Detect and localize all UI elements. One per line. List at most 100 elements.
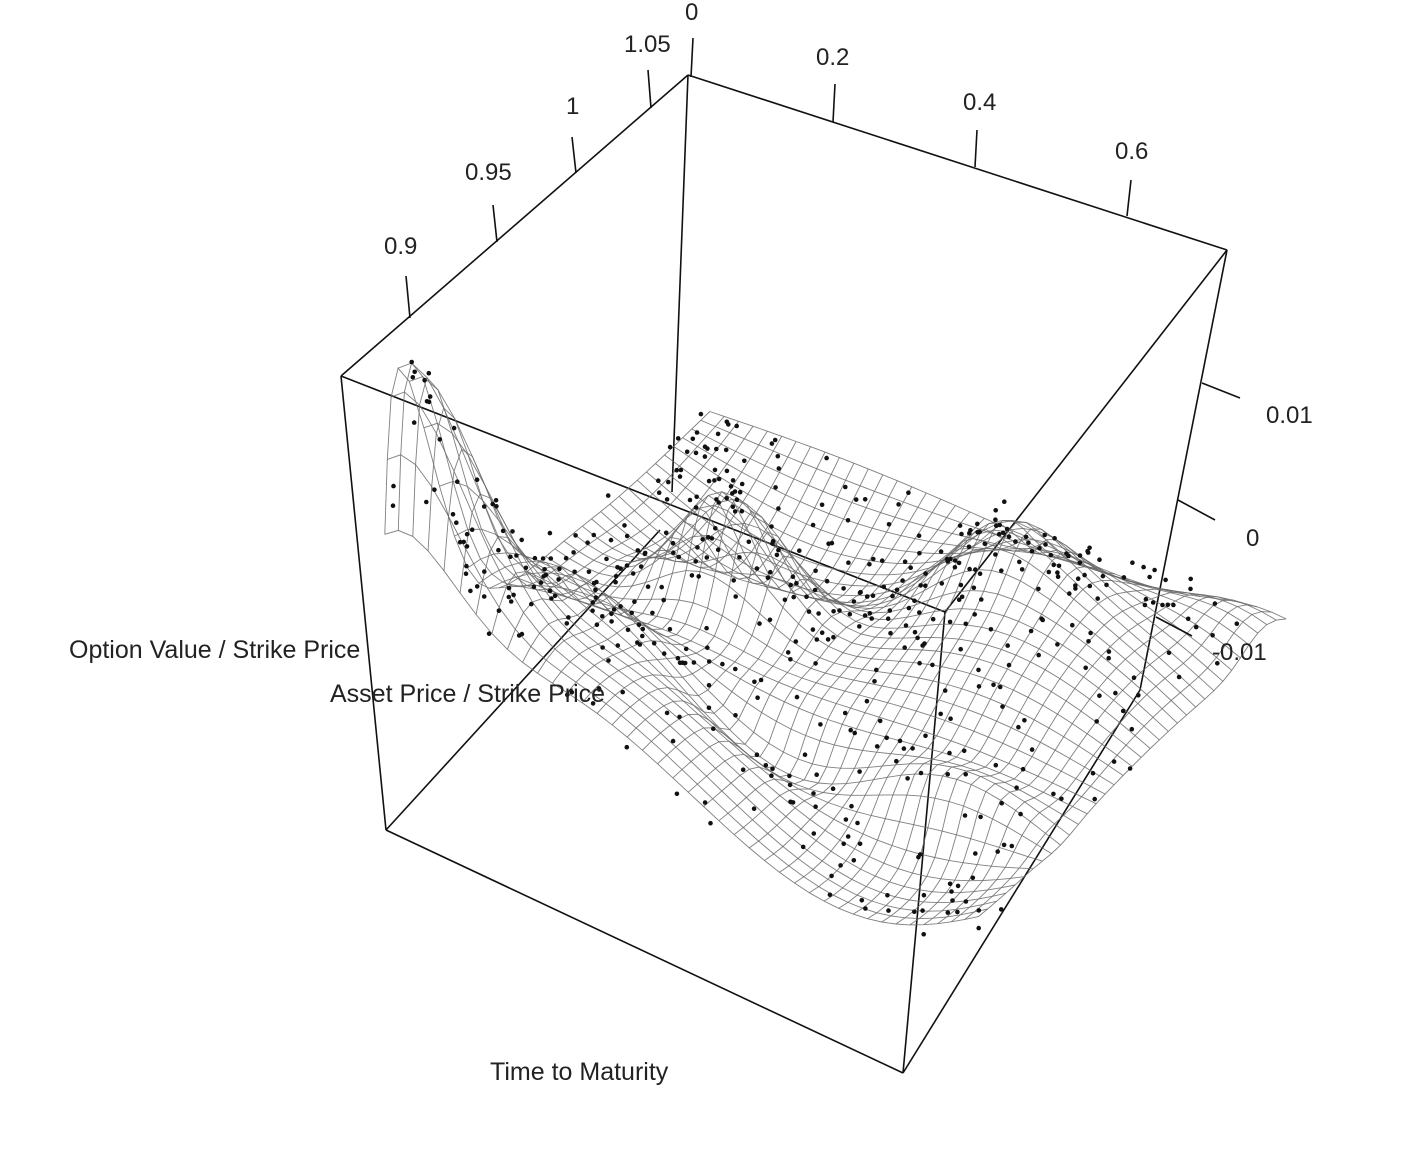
data-point bbox=[871, 556, 876, 562]
box-edge-diagonal-bottom bbox=[385, 529, 661, 831]
data-point bbox=[775, 453, 781, 459]
data-point bbox=[586, 569, 592, 575]
mesh-line-y bbox=[749, 528, 1058, 849]
data-point bbox=[793, 639, 799, 644]
data-point bbox=[693, 505, 699, 510]
data-point bbox=[640, 633, 645, 639]
data-point bbox=[864, 698, 870, 704]
data-point bbox=[825, 637, 831, 642]
data-point bbox=[494, 504, 499, 509]
data-point bbox=[1152, 567, 1157, 573]
data-point bbox=[552, 593, 558, 599]
data-point bbox=[938, 549, 944, 554]
data-point bbox=[742, 458, 747, 464]
data-point bbox=[869, 616, 874, 621]
data-point bbox=[963, 772, 968, 777]
data-point bbox=[1086, 639, 1091, 644]
data-point bbox=[481, 504, 487, 509]
data-point bbox=[774, 552, 780, 558]
data-point bbox=[715, 547, 721, 552]
data-point bbox=[1051, 562, 1056, 568]
data-point bbox=[788, 657, 793, 662]
data-point bbox=[763, 763, 769, 768]
data-point bbox=[702, 454, 708, 459]
data-point bbox=[948, 716, 953, 721]
data-point bbox=[830, 786, 836, 791]
data-point bbox=[529, 601, 534, 607]
data-point bbox=[409, 359, 415, 365]
data-point bbox=[773, 485, 778, 490]
data-point bbox=[900, 578, 905, 583]
data-point bbox=[993, 762, 999, 768]
data-point bbox=[790, 574, 796, 579]
data-point bbox=[611, 607, 617, 612]
data-point bbox=[674, 467, 679, 473]
data-point bbox=[450, 512, 456, 517]
data-point bbox=[976, 925, 981, 931]
data-point bbox=[970, 875, 976, 881]
x-tick-labels: 0.9 0.95 1 1.05 bbox=[384, 31, 671, 260]
data-point bbox=[1009, 843, 1015, 849]
data-point bbox=[1215, 661, 1220, 666]
data-point bbox=[511, 592, 516, 598]
data-point bbox=[708, 820, 713, 826]
data-point bbox=[640, 626, 646, 632]
data-point bbox=[845, 834, 851, 839]
data-point bbox=[1075, 576, 1081, 581]
data-point bbox=[547, 588, 553, 594]
data-point bbox=[566, 615, 571, 620]
data-point bbox=[896, 502, 901, 507]
data-point bbox=[712, 467, 718, 473]
data-point bbox=[813, 661, 818, 666]
data-point bbox=[594, 579, 599, 585]
data-point bbox=[814, 637, 820, 642]
data-point bbox=[650, 610, 655, 616]
x-tick bbox=[492, 204, 498, 243]
data-point bbox=[1087, 545, 1092, 551]
data-point bbox=[519, 537, 524, 543]
mesh-line-y bbox=[566, 474, 884, 694]
data-point bbox=[590, 608, 595, 613]
data-point bbox=[1083, 665, 1088, 671]
data-point bbox=[670, 540, 676, 546]
data-point bbox=[629, 610, 634, 616]
data-point bbox=[851, 599, 857, 604]
data-point bbox=[1143, 596, 1149, 602]
data-point bbox=[853, 497, 859, 502]
data-point bbox=[728, 484, 734, 489]
data-point bbox=[752, 679, 757, 685]
mesh-line-y bbox=[459, 436, 783, 606]
data-point bbox=[720, 661, 725, 667]
data-point bbox=[1106, 655, 1111, 661]
data-point bbox=[538, 580, 544, 585]
data-point bbox=[618, 566, 623, 571]
data-point bbox=[463, 571, 469, 576]
y-tick bbox=[832, 83, 836, 123]
data-point bbox=[1028, 628, 1034, 634]
mesh-line-y bbox=[895, 591, 1201, 925]
mesh-line-y bbox=[596, 486, 913, 714]
data-point bbox=[734, 423, 739, 429]
data-point bbox=[1002, 499, 1007, 505]
data-point bbox=[593, 587, 598, 593]
data-point bbox=[593, 595, 599, 600]
data-point bbox=[1111, 759, 1117, 764]
data-point bbox=[863, 906, 868, 911]
data-point bbox=[998, 907, 1004, 912]
data-point bbox=[624, 744, 630, 750]
data-point bbox=[1142, 602, 1148, 608]
data-point bbox=[723, 447, 729, 453]
data-point bbox=[543, 572, 549, 578]
data-point bbox=[947, 750, 952, 756]
data-point bbox=[730, 504, 736, 510]
data-point bbox=[831, 634, 836, 640]
mesh-line-y bbox=[718, 537, 1029, 822]
data-point bbox=[837, 608, 842, 613]
data-point bbox=[532, 555, 538, 561]
data-point bbox=[424, 399, 430, 404]
data-point bbox=[888, 630, 893, 636]
data-point bbox=[1042, 532, 1047, 538]
data-point bbox=[569, 690, 575, 695]
data-point bbox=[1017, 559, 1022, 565]
